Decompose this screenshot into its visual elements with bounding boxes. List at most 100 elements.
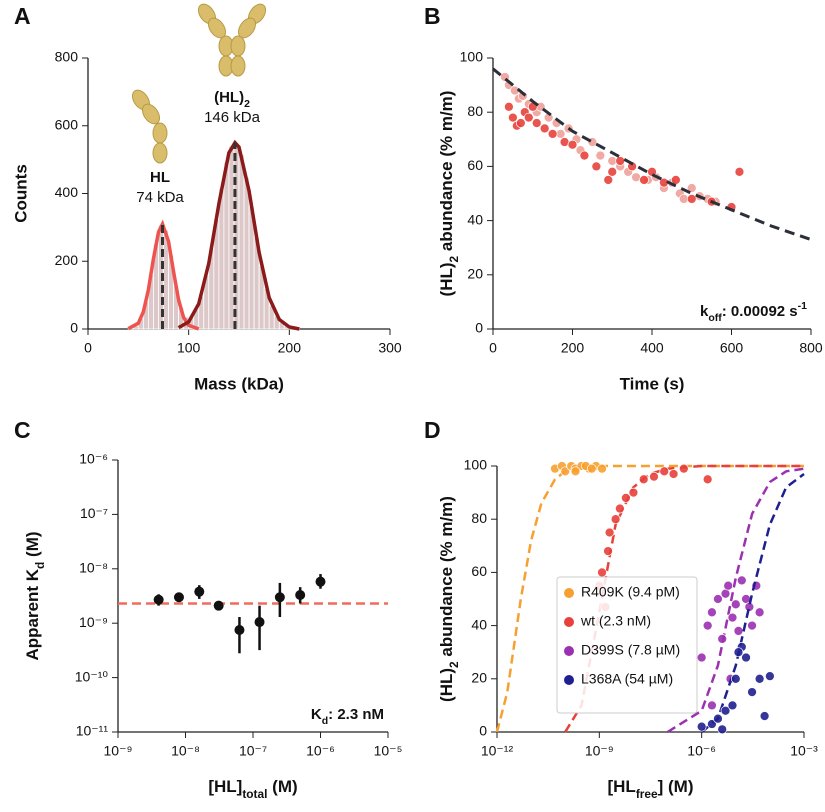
gaussian-fit: [177, 139, 300, 331]
y-axis-label: (HL)2 abundance (% m/m): [437, 91, 461, 297]
y-tick-label: 20: [471, 670, 487, 686]
data-point: [747, 620, 757, 631]
legend-label: wt (2.3 nM): [580, 613, 651, 629]
data-point: [523, 112, 534, 123]
data-point: [274, 592, 285, 603]
panel-label: D: [424, 417, 441, 443]
x-tick-label: 10⁻¹²: [481, 743, 514, 759]
data-point: [570, 466, 581, 477]
x-tick-label: 10⁻⁶: [687, 743, 716, 759]
x-tick-label: 800: [799, 340, 823, 356]
annotation-part: : 2.3 nM: [328, 706, 384, 723]
legend-label: R409K (9.4 pM): [581, 584, 680, 600]
data-point: [754, 607, 765, 618]
data-point: [707, 700, 717, 711]
y-tick-label: 10⁻¹¹: [76, 723, 109, 739]
data-point: [733, 647, 744, 658]
data-point: [696, 721, 707, 732]
x-axis-label: [HL]total (M): [208, 777, 297, 801]
annotation-part: k: [700, 303, 709, 320]
x-tick-label: 10⁻⁷: [239, 743, 267, 759]
data-point: [754, 673, 765, 684]
annotation-part: : 0.00092 s: [722, 303, 798, 320]
data-point: [295, 589, 306, 600]
x-tick-label: 10⁻⁹: [104, 743, 133, 759]
data-point: [173, 592, 184, 603]
data-point: [713, 713, 723, 724]
x-axis-label-part: [HL: [607, 777, 635, 796]
data-point: [717, 634, 728, 644]
x-axis-label: Mass (kDa): [194, 374, 284, 393]
y-axis-label: Apparent Kd (M): [23, 531, 47, 660]
data-point: [659, 466, 670, 477]
data-point: [597, 567, 607, 578]
data-point: [579, 150, 590, 161]
gaussian-fit: [127, 219, 200, 331]
y-tick-label: 800: [55, 49, 79, 65]
data-point: [627, 161, 637, 172]
data-point: [586, 463, 597, 474]
data-point: [707, 719, 717, 729]
annotation-part: d: [322, 715, 328, 727]
x-axis-label-part: free: [636, 787, 658, 801]
annotation-part: K: [311, 706, 322, 723]
data-point: [539, 123, 550, 134]
y-tick-label: 0: [70, 320, 78, 336]
x-tick-label: 100: [177, 340, 201, 356]
data-point: [604, 527, 615, 538]
fit-curve: [492, 67, 812, 242]
fit-curve: [666, 467, 805, 734]
x-axis-label: [HLfree] (M): [607, 777, 693, 801]
y-axis-label-part: abundance (% m/m): [437, 91, 456, 256]
data-point: [234, 624, 245, 635]
y-axis-label-part: 2: [447, 661, 461, 668]
data-point: [649, 471, 659, 482]
histogram-bar: [228, 145, 235, 330]
data-point: [713, 594, 723, 604]
histogram-bar: [238, 154, 245, 330]
panel-label: C: [14, 417, 31, 443]
legend-marker: [564, 617, 574, 627]
y-tick-label: 10⁻⁷: [80, 505, 108, 521]
y-axis-label-part: (M): [23, 531, 42, 561]
x-tick-label: 0: [489, 340, 497, 356]
data-point: [747, 687, 757, 697]
antibody-icon-large: [197, 3, 267, 77]
y-axis-label-part: d: [33, 562, 47, 569]
legend-label: D399S (7.8 µM): [581, 642, 680, 658]
data-point: [567, 139, 578, 150]
data-point: [727, 612, 738, 623]
data-point: [696, 652, 707, 663]
x-tick-label: 200: [561, 340, 585, 356]
data-point: [727, 700, 738, 711]
data-point: [531, 118, 542, 128]
data-point: [741, 652, 751, 663]
data-point: [730, 673, 741, 684]
y-tick-label: 40: [471, 616, 487, 632]
data-point: [759, 711, 770, 721]
data-point: [597, 463, 607, 474]
annotation: Kd: 2.3 nM: [311, 706, 384, 727]
y-axis-label-part: (HL): [437, 262, 456, 296]
peak-name-part: 2: [244, 98, 250, 110]
y-axis-label-part: (HL): [437, 668, 456, 702]
data-point: [610, 514, 621, 525]
data-point: [639, 175, 649, 185]
data-point: [686, 194, 697, 204]
y-tick-label: 0: [479, 723, 487, 739]
data-point: [678, 463, 689, 474]
x-axis-label-part: total: [242, 787, 267, 801]
data-point: [603, 546, 613, 556]
annotation-part: -1: [798, 300, 807, 312]
y-tick-label: 60: [471, 563, 487, 579]
data-point: [702, 620, 713, 631]
data-point: [730, 599, 741, 610]
y-tick-label: 10⁻⁹: [79, 614, 108, 630]
y-axis-label-part: abundance (% m/m): [437, 496, 456, 661]
data-point: [194, 586, 205, 597]
x-axis-label-part: (M): [267, 777, 297, 796]
x-axis-label: Time (s): [620, 374, 685, 393]
x-tick-label: 400: [640, 340, 664, 356]
x-tick-label: 10⁻⁵: [374, 743, 403, 759]
y-axis-label-part: 2: [447, 255, 461, 262]
